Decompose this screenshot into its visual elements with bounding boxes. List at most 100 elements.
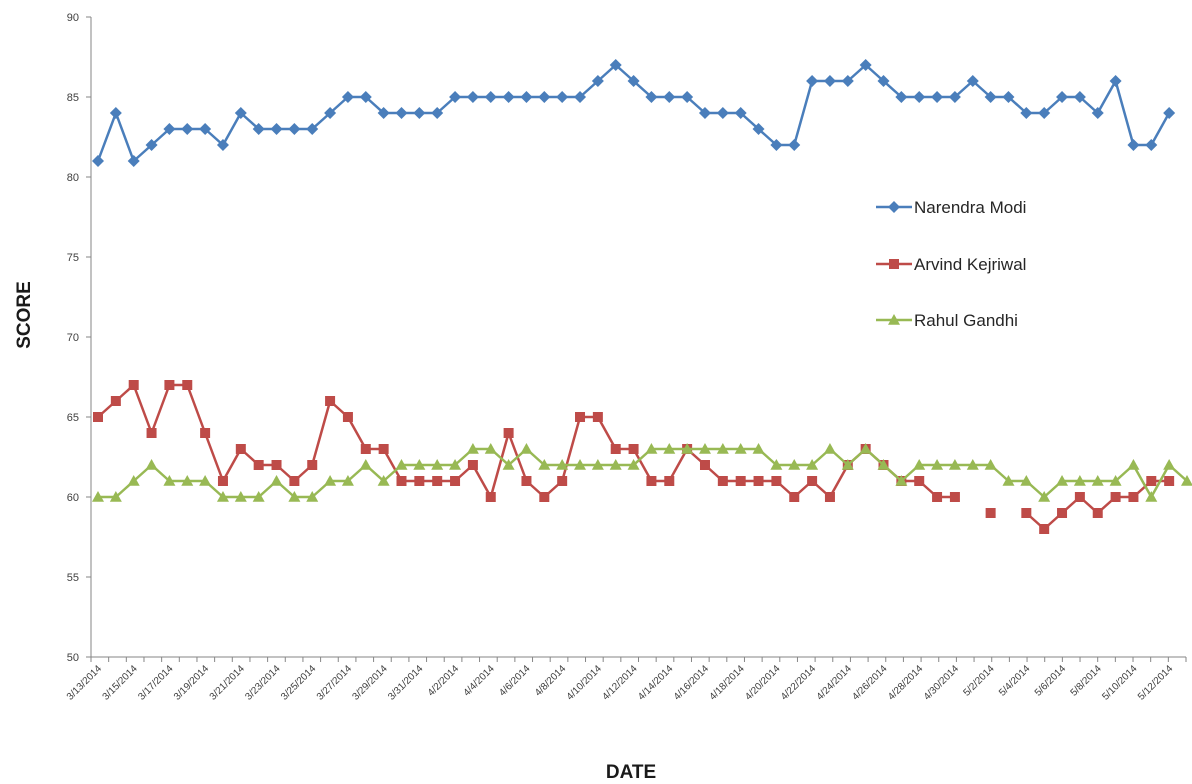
x-tick-label: 4/2/2014 [426,663,462,699]
data-point-arvind-kejriwal [1164,476,1175,486]
data-point-rahul-gandhi [1109,475,1122,486]
data-point-rahul-gandhi [645,443,658,454]
x-tick-label: 4/12/2014 [600,663,640,703]
data-point-rahul-gandhi [788,459,801,470]
data-point-rahul-gandhi [1020,475,1033,486]
data-point-narendra-modi [556,91,569,103]
data-point-narendra-modi [520,91,533,103]
data-point-narendra-modi [163,123,176,135]
data-point-narendra-modi [984,91,997,103]
data-point-narendra-modi [1056,91,1069,103]
data-point-arvind-kejriwal [503,428,514,438]
data-point-narendra-modi [788,139,801,151]
data-point-narendra-modi [1163,107,1176,119]
data-point-rahul-gandhi [502,459,515,470]
x-tick-label: 5/8/2014 [1069,663,1105,699]
legend-label-rahul-gandhi: Rahul Gandhi [914,311,1018,330]
data-point-arvind-kejriwal [539,492,550,502]
data-point-narendra-modi [681,91,694,103]
series-line-rahul-gandhi [98,447,1188,499]
data-point-rahul-gandhi [306,491,319,502]
data-point-narendra-modi [216,139,229,151]
data-point-arvind-kejriwal [1021,508,1032,518]
data-point-rahul-gandhi [520,443,533,454]
data-point-arvind-kejriwal [253,460,264,470]
data-point-arvind-kejriwal [1092,508,1103,518]
data-point-narendra-modi [716,107,729,119]
y-tick-label: 90 [67,12,79,24]
legend-label-arvind-kejriwal: Arvind Kejriwal [914,255,1026,274]
data-point-arvind-kejriwal [307,460,318,470]
x-tick-label: 4/26/2014 [850,663,890,703]
data-point-arvind-kejriwal [164,380,175,390]
data-point-arvind-kejriwal [753,476,764,486]
data-point-arvind-kejriwal [735,476,746,486]
legend-marker-narendra-modi [888,201,900,213]
x-tick-label: 5/12/2014 [1136,663,1176,703]
data-point-arvind-kejriwal [575,412,586,422]
y-tick-label: 85 [67,92,79,104]
data-point-rahul-gandhi [716,443,729,454]
data-point-rahul-gandhi [377,475,390,486]
data-point-arvind-kejriwal [610,444,621,454]
data-point-narendra-modi [806,75,819,87]
data-point-rahul-gandhi [698,443,711,454]
data-point-rahul-gandhi [966,459,979,470]
data-point-rahul-gandhi [252,491,265,502]
data-point-arvind-kejriwal [325,396,336,406]
data-point-rahul-gandhi [663,443,676,454]
data-point-rahul-gandhi [466,443,479,454]
data-point-narendra-modi [252,123,265,135]
data-point-arvind-kejriwal [128,380,139,390]
data-point-rahul-gandhi [484,443,497,454]
data-point-rahul-gandhi [770,459,783,470]
x-tick-label: 3/25/2014 [279,663,319,703]
data-point-rahul-gandhi [1073,475,1086,486]
data-point-narendra-modi [1002,91,1015,103]
data-point-narendra-modi [199,123,212,135]
data-point-narendra-modi [413,107,426,119]
data-point-rahul-gandhi [609,459,622,470]
data-point-rahul-gandhi [627,459,640,470]
data-point-arvind-kejriwal [93,412,103,422]
data-point-narendra-modi [538,91,551,103]
x-tick-label: 5/4/2014 [997,663,1033,699]
data-point-narendra-modi [591,75,604,87]
data-point-arvind-kejriwal [414,476,425,486]
x-tick-label: 4/20/2014 [743,663,783,703]
data-point-rahul-gandhi [931,459,944,470]
data-point-rahul-gandhi [823,443,836,454]
data-point-rahul-gandhi [395,459,408,470]
data-point-rahul-gandhi [431,459,444,470]
data-point-arvind-kejriwal [1128,492,1139,502]
data-point-narendra-modi [431,107,444,119]
data-point-arvind-kejriwal [932,492,943,502]
x-tick-label: 3/21/2014 [208,663,248,703]
data-point-arvind-kejriwal [771,476,782,486]
data-point-arvind-kejriwal [646,476,657,486]
data-point-rahul-gandhi [341,475,354,486]
data-point-rahul-gandhi [234,491,247,502]
x-tick-label: 5/2/2014 [961,663,997,699]
data-point-arvind-kejriwal [789,492,800,502]
data-point-arvind-kejriwal [235,444,246,454]
data-point-narendra-modi [663,91,676,103]
x-tick-label: 3/27/2014 [315,663,355,703]
data-point-narendra-modi [270,123,283,135]
data-point-narendra-modi [181,123,194,135]
data-point-arvind-kejriwal [1057,508,1068,518]
data-point-rahul-gandhi [1127,459,1140,470]
data-point-arvind-kejriwal [485,492,496,502]
data-point-narendra-modi [466,91,479,103]
data-point-arvind-kejriwal [378,444,389,454]
data-point-narendra-modi [127,155,140,167]
x-tick-label: 4/18/2014 [708,663,748,703]
data-point-arvind-kejriwal [289,476,300,486]
data-point-narendra-modi [770,139,783,151]
x-tick-label: 4/24/2014 [815,663,855,703]
data-point-arvind-kejriwal [271,460,282,470]
x-tick-label: 3/17/2014 [136,663,176,703]
data-point-narendra-modi [92,155,104,167]
data-point-arvind-kejriwal [182,380,193,390]
